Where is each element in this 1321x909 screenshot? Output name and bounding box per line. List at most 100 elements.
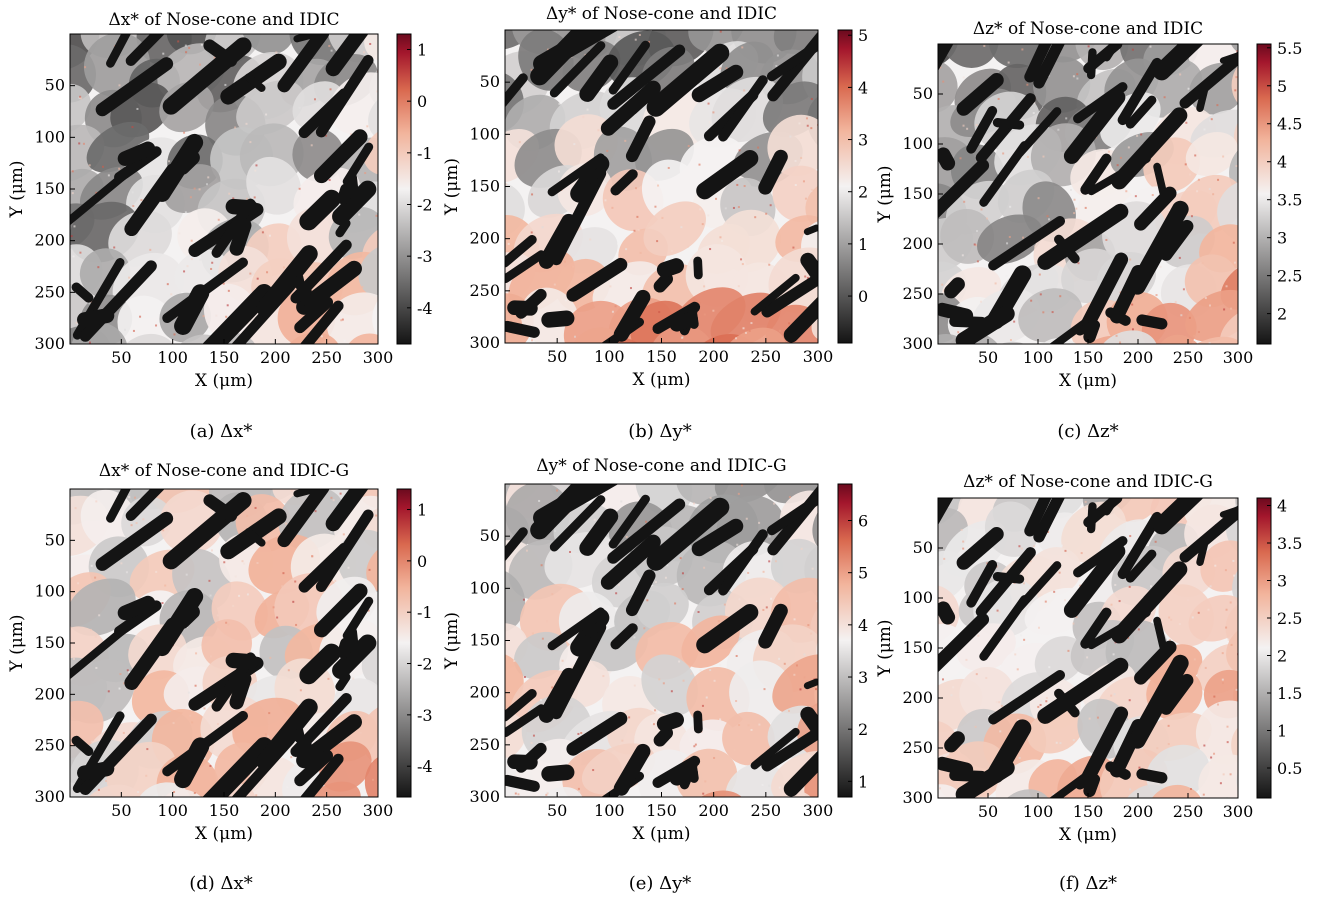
noise-pixel <box>123 308 126 311</box>
noise-pixel <box>1088 717 1091 720</box>
noise-pixel <box>686 245 689 248</box>
pore-region <box>800 706 818 741</box>
noise-pixel <box>939 66 942 69</box>
noise-pixel <box>738 149 741 152</box>
noise-pixel <box>223 561 226 564</box>
pore-region <box>669 311 698 332</box>
noise-pixel <box>810 632 813 635</box>
noise-pixel <box>975 244 978 247</box>
pore-region <box>1073 82 1128 124</box>
noise-pixel <box>1201 262 1204 265</box>
noise-pixel <box>775 64 778 67</box>
noise-pixel <box>298 187 301 190</box>
chart-title: Δx* of Nose-cone and IDIC <box>109 10 340 30</box>
x-tick-label: 50 <box>547 347 567 366</box>
pore-region <box>507 300 538 316</box>
noise-pixel <box>620 500 623 503</box>
grain-patch <box>364 34 378 62</box>
pore-region <box>938 159 990 219</box>
noise-pixel <box>638 33 641 36</box>
grain-patch <box>108 210 172 267</box>
noise-pixel <box>725 67 728 70</box>
colorbar-tick-label: 6 <box>858 512 868 531</box>
pore-region <box>1024 44 1052 83</box>
grain-patch <box>773 30 818 54</box>
noise-pixel <box>132 329 135 332</box>
noise-pixel <box>1222 155 1225 158</box>
pore-region <box>938 613 990 673</box>
noise-pixel <box>573 335 576 338</box>
pore-region <box>581 173 601 186</box>
y-tick-label: 100 <box>902 588 933 607</box>
noise-pixel <box>952 686 955 689</box>
pore-region <box>125 489 165 521</box>
noise-pixel <box>745 517 748 520</box>
y-tick-label: 150 <box>902 184 933 203</box>
noise-pixel <box>82 142 85 145</box>
noise-pixel <box>352 677 355 680</box>
noise-pixel <box>758 521 761 524</box>
noise-pixel <box>1032 112 1035 115</box>
x-tick-label: 150 <box>646 801 677 820</box>
noise-pixel <box>977 634 980 637</box>
noise-pixel <box>735 337 738 340</box>
pore-region <box>315 509 374 593</box>
noise-pixel <box>364 172 367 175</box>
noise-pixel <box>1045 697 1048 700</box>
y-tick-label: 150 <box>469 177 500 196</box>
noise-pixel <box>980 208 983 211</box>
pore-region <box>1179 505 1238 563</box>
noise-pixel <box>265 113 268 116</box>
pore-region <box>256 245 318 317</box>
subfigure-caption: (c) Δz* <box>1057 421 1118 442</box>
noise-pixel <box>177 40 180 43</box>
noise-pixel <box>1210 756 1213 759</box>
noise-pixel <box>621 739 624 742</box>
noise-pixel <box>1119 156 1122 159</box>
noise-pixel <box>941 678 944 681</box>
noise-pixel <box>654 205 657 208</box>
noise-pixel <box>701 223 704 226</box>
noise-pixel <box>1197 611 1200 614</box>
noise-pixel <box>1128 585 1131 588</box>
noise-pixel <box>1076 77 1079 80</box>
noise-pixel <box>966 127 969 130</box>
noise-pixel <box>1059 742 1062 745</box>
noise-pixel <box>703 566 706 569</box>
y-tick-label: 50 <box>45 530 65 549</box>
noise-pixel <box>661 216 664 219</box>
noise-pixel <box>738 598 741 601</box>
x-tick-label: 250 <box>751 347 782 366</box>
pore-region <box>750 727 800 770</box>
noise-pixel <box>1040 699 1043 702</box>
pore-region <box>505 250 546 284</box>
colorbar-tick-label: 3 <box>1277 229 1287 248</box>
grain-patch <box>725 762 785 797</box>
noise-pixel <box>719 664 722 667</box>
noise-pixel <box>1225 285 1228 288</box>
x-tick-label: 50 <box>547 801 567 820</box>
noise-pixel <box>217 218 220 221</box>
noise-pixel <box>1184 163 1187 166</box>
noise-pixel <box>224 83 227 86</box>
noise-pixel <box>998 611 1001 614</box>
noise-pixel <box>133 496 136 499</box>
noise-pixel <box>959 157 962 160</box>
pore-region <box>538 213 577 269</box>
y-tick-label: 200 <box>469 229 500 248</box>
noise-pixel <box>366 125 369 128</box>
noise-pixel <box>1048 666 1051 669</box>
pore-region <box>1037 203 1129 270</box>
noise-pixel <box>1096 716 1099 719</box>
colorbar <box>837 483 853 798</box>
noise-pixel <box>368 568 371 571</box>
noise-pixel <box>1045 700 1048 703</box>
noise-pixel <box>794 160 797 163</box>
pore-region <box>1063 543 1126 618</box>
pore-region <box>174 737 210 789</box>
noise-pixel <box>815 688 818 691</box>
noise-pixel <box>607 790 610 793</box>
grain-patch <box>939 44 999 68</box>
pore-region <box>277 489 330 548</box>
